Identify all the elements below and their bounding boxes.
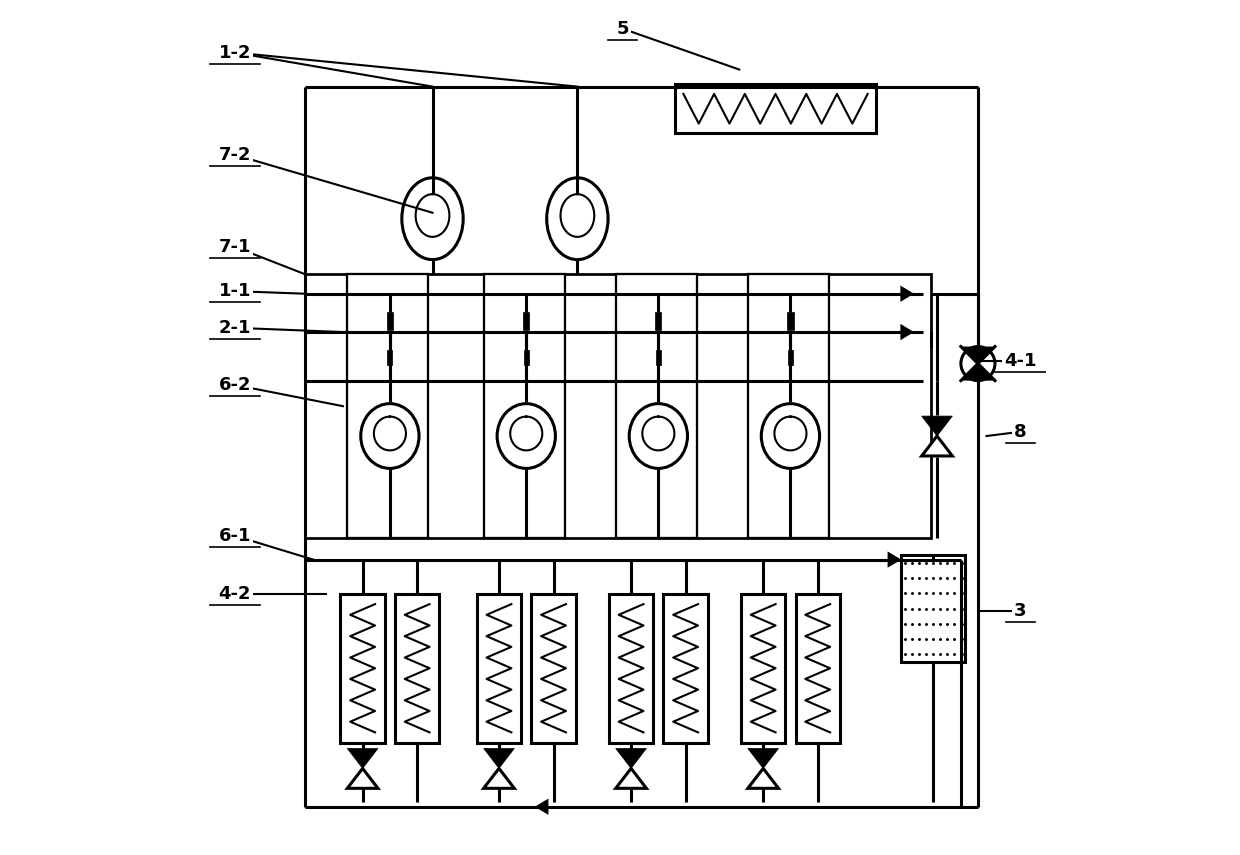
- Polygon shape: [961, 363, 994, 380]
- Polygon shape: [415, 194, 449, 237]
- Bar: [387, 312, 393, 330]
- Text: 1-2: 1-2: [218, 44, 250, 62]
- Bar: [387, 350, 392, 365]
- Bar: [477, 593, 521, 743]
- Polygon shape: [775, 416, 806, 451]
- Polygon shape: [347, 748, 378, 769]
- Polygon shape: [888, 551, 901, 568]
- Polygon shape: [961, 346, 994, 363]
- Text: 2-1: 2-1: [218, 319, 250, 337]
- Polygon shape: [616, 748, 646, 769]
- Bar: [787, 312, 794, 330]
- Text: 3: 3: [1014, 602, 1027, 620]
- Polygon shape: [921, 436, 952, 456]
- Bar: [796, 593, 839, 743]
- Bar: [484, 274, 564, 539]
- Bar: [347, 274, 428, 539]
- Text: 7-2: 7-2: [218, 146, 250, 164]
- Bar: [396, 593, 439, 743]
- Bar: [523, 312, 529, 330]
- Text: 1-1: 1-1: [218, 282, 250, 300]
- Text: 6-1: 6-1: [218, 527, 250, 545]
- Polygon shape: [484, 769, 515, 788]
- Bar: [676, 84, 875, 133]
- Bar: [616, 274, 697, 539]
- Polygon shape: [900, 286, 914, 302]
- Bar: [748, 274, 828, 539]
- Polygon shape: [642, 416, 675, 451]
- Text: 4-1: 4-1: [1004, 352, 1037, 370]
- Bar: [341, 593, 384, 743]
- Text: 5: 5: [616, 20, 629, 38]
- Polygon shape: [484, 748, 515, 769]
- Bar: [656, 350, 661, 365]
- Bar: [523, 350, 528, 365]
- Text: 6-2: 6-2: [218, 376, 250, 394]
- Polygon shape: [347, 769, 378, 788]
- Bar: [305, 274, 931, 539]
- Polygon shape: [510, 416, 542, 451]
- Text: 8: 8: [1014, 422, 1027, 441]
- Bar: [532, 593, 575, 743]
- Polygon shape: [748, 748, 779, 769]
- Bar: [742, 593, 785, 743]
- Bar: [655, 312, 661, 330]
- Polygon shape: [748, 769, 779, 788]
- Bar: [901, 556, 965, 662]
- Polygon shape: [921, 416, 952, 436]
- Polygon shape: [534, 799, 548, 815]
- Polygon shape: [900, 324, 914, 340]
- Polygon shape: [560, 194, 594, 237]
- Bar: [609, 593, 653, 743]
- Text: 4-2: 4-2: [218, 585, 250, 603]
- Bar: [663, 593, 708, 743]
- Bar: [787, 350, 794, 365]
- Polygon shape: [374, 416, 405, 451]
- Text: 7-1: 7-1: [218, 238, 250, 256]
- Polygon shape: [616, 769, 646, 788]
